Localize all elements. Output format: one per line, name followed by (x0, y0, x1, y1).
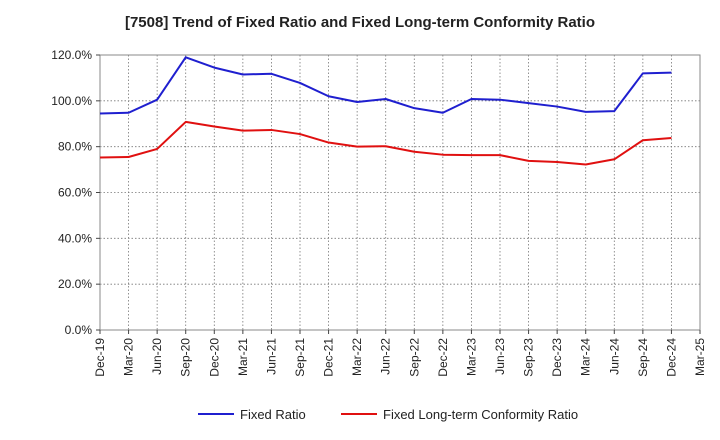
x-tick-label: Dec-23 (550, 338, 564, 377)
legend-label-1: Fixed Ratio (240, 407, 306, 422)
y-tick-label: 20.0% (58, 277, 92, 291)
x-tick-label: Jun-24 (607, 338, 621, 375)
series-line-1 (99, 56, 672, 115)
series-line-2 (99, 120, 672, 166)
chart-title: [7508] Trend of Fixed Ratio and Fixed Lo… (124, 14, 596, 31)
y-tick-label: 60.0% (58, 186, 92, 200)
x-tick-label: Jun-23 (493, 338, 507, 375)
x-tick-label: Mar-21 (236, 338, 250, 376)
legend-label-2: Fixed Long-term Conformity Ratio (383, 407, 578, 422)
x-tick-label: Dec-20 (207, 338, 221, 377)
y-tick-label: 100.0% (51, 94, 92, 108)
y-tick-label: 120.0% (51, 48, 92, 62)
x-tick-label: Jun-22 (379, 338, 393, 375)
x-tick-label: Sep-23 (522, 338, 536, 377)
x-tick-label: Mar-24 (579, 338, 593, 376)
x-tick-label: Dec-21 (322, 338, 336, 377)
x-tick-label: Jun-21 (264, 338, 278, 375)
x-tick-label: Sep-22 (407, 338, 421, 377)
x-tick-label: Mar-20 (122, 338, 136, 376)
y-tick-label: 40.0% (58, 231, 92, 245)
x-tick-label: Jun-20 (150, 338, 164, 375)
x-tick-label: Dec-24 (664, 338, 678, 377)
x-tick-label: Mar-22 (350, 338, 364, 376)
y-tick-label: 80.0% (58, 140, 92, 154)
x-tick-label: Dec-19 (93, 338, 107, 377)
y-tick-label: 0.0% (65, 323, 93, 337)
x-tick-label: Dec-22 (436, 338, 450, 377)
x-tick-label: Sep-24 (636, 338, 650, 377)
grid-lines (100, 55, 700, 330)
x-tick-label: Sep-21 (293, 338, 307, 377)
legend: Fixed Ratio Fixed Long-term Conformity Ra… (198, 407, 578, 422)
series-lines (99, 56, 672, 166)
x-tick-label: Mar-25 (693, 338, 707, 376)
x-tick-label: Sep-20 (179, 338, 193, 377)
plot-frame (99, 54, 701, 331)
x-tick-label: Mar-23 (464, 338, 478, 376)
axes: 0.0% 20.0% 40.0% 60.0% 80.0% 100.0% 120.0% Dec-… (51, 48, 707, 377)
